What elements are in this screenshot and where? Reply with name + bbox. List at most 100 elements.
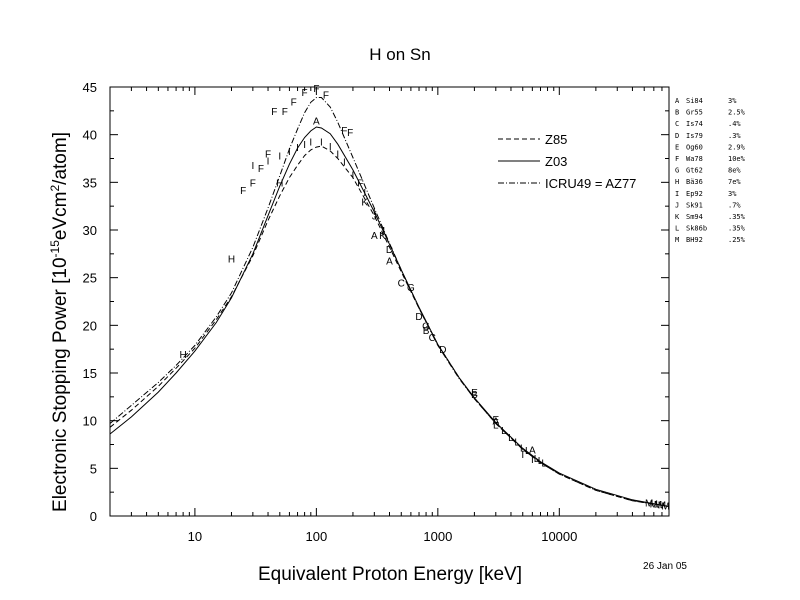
source-error: .3%	[728, 132, 741, 140]
source-name: Sm94	[686, 213, 703, 221]
data-point-k: K	[361, 197, 368, 208]
y-axis-label: Electronic Stopping Power [10-15eVcm2/at…	[48, 132, 71, 512]
y-tick-label: 35	[83, 175, 97, 190]
source-name: Og60	[686, 143, 703, 151]
data-point-i: I	[363, 188, 366, 199]
data-point-b: B	[471, 390, 478, 401]
data-point-l: L	[541, 459, 547, 470]
data-point-f: F	[313, 84, 319, 95]
source-letter: D	[675, 132, 679, 140]
source-letter: F	[675, 155, 679, 163]
y-tick-label: 40	[83, 128, 97, 143]
data-point-i: I	[303, 140, 306, 151]
source-name: Ep92	[686, 190, 703, 198]
source-letter: A	[675, 97, 680, 105]
data-point-i: I	[278, 152, 281, 163]
source-name: Is74	[686, 120, 703, 128]
data-point-i: I	[267, 156, 270, 167]
y-label-mid: eVcm	[50, 192, 71, 241]
series-layer	[109, 97, 670, 507]
data-point-i: I	[336, 150, 339, 161]
y-axis: 0 5 10 15 20 25 30 35 40 45	[83, 80, 669, 524]
series-line-z85	[109, 145, 670, 507]
source-name: Sk86b	[686, 225, 707, 233]
data-point-c: C	[398, 278, 405, 289]
data-point-k: K	[379, 231, 386, 242]
source-name: Wa78	[686, 155, 703, 163]
data-point-f: F	[347, 128, 353, 139]
source-letter: I	[675, 190, 679, 198]
data-point-f: F	[240, 186, 246, 197]
data-point-i: I	[329, 142, 332, 153]
source-letter: J	[675, 201, 679, 209]
source-letter: B	[675, 109, 679, 117]
data-point-i: I	[320, 137, 323, 148]
data-point-f: F	[323, 91, 329, 102]
data-point-f: F	[302, 88, 308, 99]
data-point-f: F	[265, 150, 271, 161]
y-tick-label: 10	[83, 414, 97, 429]
x-axis-label: Equivalent Proton Energy [keV]	[258, 564, 522, 585]
source-letter: K	[675, 213, 680, 221]
data-point-f: F	[271, 107, 277, 118]
data-point-i: I	[288, 147, 291, 158]
data-point-f: F	[250, 178, 256, 189]
data-point-l: L	[538, 456, 544, 467]
data-point-m: M	[661, 502, 669, 513]
source-error: .35%	[728, 213, 746, 221]
data-point-m: M	[650, 500, 658, 511]
data-point-f: F	[282, 107, 288, 118]
data-point-a: A	[529, 445, 536, 456]
y-label-exp2: 2	[48, 185, 62, 192]
source-name: BH92	[686, 236, 703, 244]
source-error: .7%	[728, 201, 741, 209]
data-source-legend: A Si84 3% B Gr55 2.5% C Is74 .4% D Is79 .3% E Og60 2.9…	[675, 97, 746, 244]
data-point-f: F	[258, 164, 264, 175]
source-name: Sk91	[686, 201, 703, 209]
data-point-a: A	[386, 257, 393, 268]
data-point-m: M	[645, 499, 653, 510]
data-point-e: E	[471, 388, 478, 399]
chart-title: H on Sn	[369, 45, 430, 64]
data-point-i: I	[343, 157, 346, 168]
y-tick-label: 15	[83, 366, 97, 381]
data-point-i: I	[296, 143, 299, 154]
source-letter: M	[675, 236, 679, 244]
legend-label: ICRU49 = AZ77	[545, 176, 636, 191]
data-point-h: H	[180, 350, 187, 361]
data-point-l: L	[501, 426, 507, 437]
x-tick-label: 100	[306, 529, 328, 544]
source-error: 3%	[728, 97, 737, 105]
data-point-l: L	[520, 443, 526, 454]
source-error: .25%	[728, 236, 746, 244]
data-point-i: I	[373, 207, 376, 218]
plot-frame	[109, 86, 670, 517]
y-tick-label: 0	[90, 509, 97, 524]
data-point-l: L	[493, 420, 499, 431]
y-label-prefix: Electronic Stopping Power [10	[50, 257, 71, 512]
series-line-z03	[109, 126, 670, 507]
data-point-d: D	[439, 345, 446, 356]
data-point-a: A	[492, 417, 499, 428]
data-point-c: C	[429, 333, 436, 344]
data-point-g: G	[407, 283, 415, 294]
data-point-h: H	[228, 255, 235, 266]
data-point-b: B	[423, 326, 430, 337]
y-tick-label: 45	[83, 80, 97, 95]
source-name: Si84	[686, 97, 703, 105]
source-letter: L	[675, 225, 679, 233]
data-point-i: I	[531, 455, 534, 466]
y-label-exp1: -15	[48, 240, 62, 258]
legend-label: Z03	[545, 154, 567, 169]
source-letter: C	[675, 120, 679, 128]
source-error: 10e%	[728, 155, 746, 163]
source-letter: H	[675, 178, 679, 186]
legend: Z85 Z03 ICRU49 = AZ77	[498, 132, 636, 191]
data-point-l: L	[514, 438, 520, 449]
source-letter: G	[675, 167, 679, 175]
x-tick-label: 10000	[541, 529, 577, 544]
data-point-l: L	[508, 433, 514, 444]
data-point-m: M	[654, 500, 662, 511]
